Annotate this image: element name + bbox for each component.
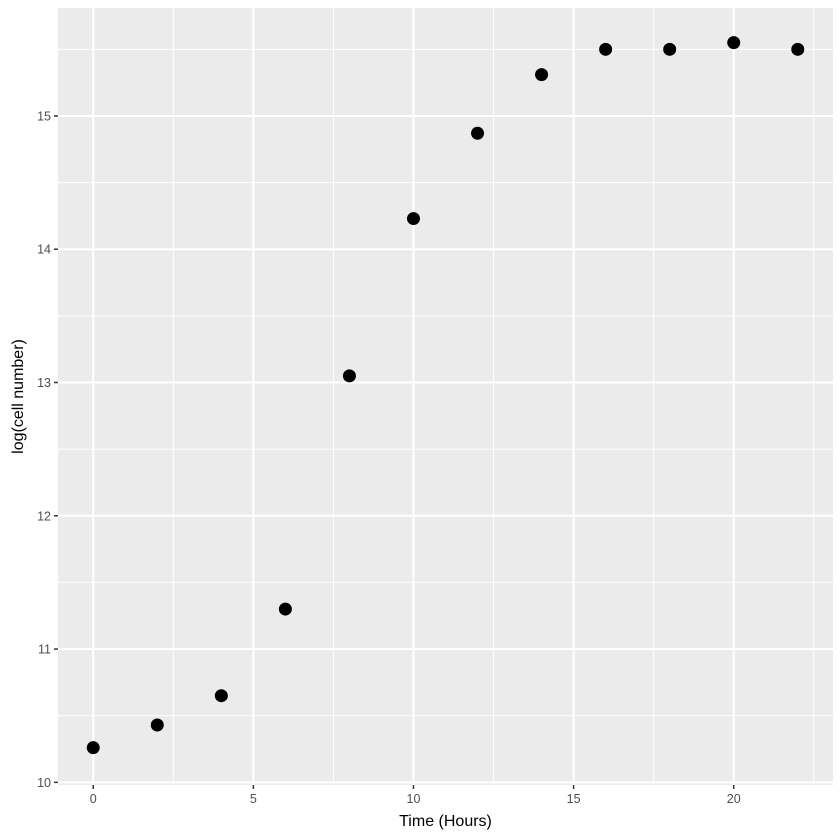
minor-gridlines	[58, 8, 833, 785]
data-point	[278, 602, 292, 616]
major-gridlines	[58, 8, 833, 785]
data-point	[86, 741, 100, 755]
y-tick-label: 12	[37, 509, 51, 523]
y-tick-label: 15	[37, 109, 51, 123]
x-tick-label: 15	[567, 792, 581, 806]
y-axis: 10 11 12 13 14 15	[37, 109, 58, 790]
data-point	[727, 36, 741, 50]
data-point	[214, 689, 228, 703]
x-axis: 0 5 10 15 20	[90, 785, 741, 806]
x-axis-title: Time (Hours)	[399, 813, 492, 830]
data-point	[471, 126, 485, 140]
y-tick-label: 13	[37, 376, 51, 390]
x-tick-label: 0	[90, 792, 97, 806]
data-point	[342, 369, 356, 383]
data-point	[406, 212, 420, 226]
x-tick-label: 10	[407, 792, 421, 806]
plot-panel	[58, 8, 833, 785]
data-points	[86, 36, 805, 755]
x-tick-label: 5	[250, 792, 257, 806]
y-axis-title: log(cell number)	[10, 339, 27, 454]
y-tick-label: 11	[38, 643, 51, 657]
data-point	[599, 42, 613, 56]
data-point	[150, 718, 164, 732]
data-point	[535, 68, 549, 82]
data-point	[791, 42, 805, 56]
y-tick-label: 14	[37, 243, 51, 257]
data-point	[663, 42, 677, 56]
y-tick-label: 10	[37, 776, 51, 790]
x-tick-label: 20	[727, 792, 741, 806]
